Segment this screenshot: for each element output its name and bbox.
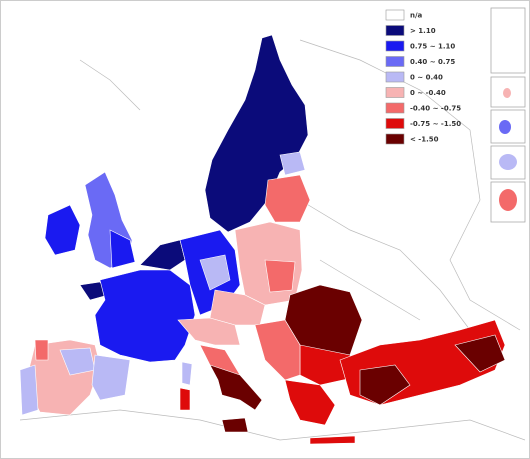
region [264,174,311,223]
region [91,354,131,401]
legend-swatch [385,87,405,98]
region [44,204,81,256]
region [264,259,296,293]
inset [490,145,526,180]
region [284,379,336,426]
regions [19,34,506,445]
legend-label: > 1.10 [410,27,436,35]
legend-label: -0.40 ~ -0.75 [410,105,461,113]
region [181,361,193,386]
outline [79,59,141,111]
legend-label: < -1.50 [410,136,439,144]
inset-region [503,88,511,98]
outline [299,199,471,331]
inset-region [499,154,517,170]
legend-swatch [385,9,405,21]
outline [19,409,526,441]
insets [490,7,526,223]
region [221,417,249,433]
outline [299,39,521,331]
region [309,435,356,445]
background-outlines [19,39,526,441]
legend-label: 0 ~ -0.40 [410,89,446,97]
legend-label: 0 ~ 0.40 [410,74,443,82]
region [279,151,306,176]
legend-swatch [385,71,405,83]
legend-label: 0.40 ~ 0.75 [410,58,455,66]
legend-label: n/a [410,12,423,20]
region [454,334,506,373]
inset-region [499,189,517,211]
inset [490,7,526,74]
region [179,387,191,411]
region [94,269,196,363]
legend-swatch [385,102,405,114]
region [359,364,411,406]
legend-swatch [385,56,405,67]
legend: n/a > 1.10 0.75 ~ 1.10 0.40 ~ 0.75 0 ~ 0.40 0… [385,9,461,145]
region [19,364,39,416]
legend-label: 0.75 ~ 1.10 [410,43,455,51]
legend-swatch [385,118,405,129]
legend-swatch [385,25,405,36]
region [209,364,263,411]
legend-label: -0.75 ~ -1.50 [410,120,461,128]
region [34,339,49,361]
region [109,229,136,269]
region [199,254,231,291]
legend-swatch [385,133,405,145]
region [254,319,301,381]
region [204,34,309,233]
inset-region [499,120,511,134]
legend-swatch [385,40,405,52]
outline [319,259,421,321]
region [177,317,241,346]
